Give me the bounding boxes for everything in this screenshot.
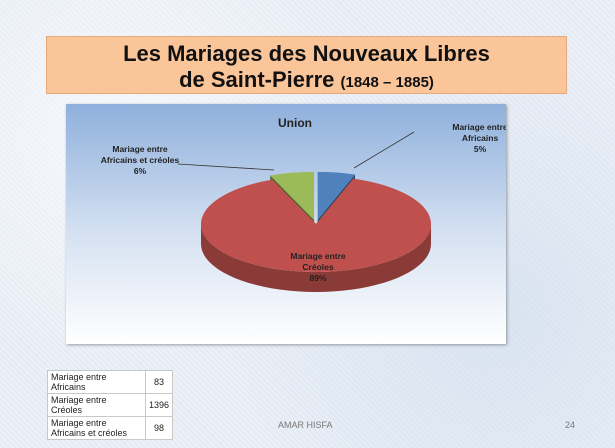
slice-label-2-line3: 6% <box>134 166 147 176</box>
slice-label-2-line2: Africains et créoles <box>101 155 180 165</box>
slice-label-1-line2: Créoles <box>302 262 333 272</box>
table-row-label-line1: Mariage entre <box>51 372 107 382</box>
pie-chart-frame: Union Mariage entre Africains 5% Mariage en… <box>66 104 506 344</box>
slice-label-0-line3: 5% <box>474 144 487 154</box>
slide-title-years: (1848 – 1885) <box>340 74 434 91</box>
pie-slice-1 <box>201 178 431 292</box>
slide-title-line1: Les Mariages des Nouveaux Libres <box>123 41 490 66</box>
table-row-value: 98 <box>144 416 174 440</box>
table-row: Mariage entre Africains 83 <box>47 370 174 394</box>
pie-slice-side <box>201 224 431 292</box>
table-row-label: Mariage entre Africains <box>47 370 146 394</box>
table-row-label-line2: Créoles <box>51 405 83 415</box>
pie-slice-top <box>201 178 431 272</box>
slice-label-1-line1: Mariage entre <box>290 251 346 261</box>
slide-title-place: de Saint-Pierre <box>179 67 335 92</box>
slide-title-line2: de Saint-Pierre (1848 – 1885) <box>47 67 566 96</box>
chart-title: Union <box>278 116 312 130</box>
slice-label-1-line3: 89% <box>309 273 326 283</box>
table-row-label-line1: Mariage entre <box>51 418 107 428</box>
page-number: 24 <box>565 420 576 430</box>
table-row-label-line2: Africains et créoles <box>51 428 128 438</box>
table-row-label: Mariage entre Africains et créoles <box>47 416 146 440</box>
leader-line-2 <box>177 163 275 171</box>
slide-title-box: Les Mariages des Nouveaux Libres de Sain… <box>46 36 567 94</box>
table-row-label: Mariage entre Créoles <box>47 393 146 417</box>
table-row-value: 1396 <box>144 393 174 417</box>
footer-author: AMAR HISFA <box>278 420 333 430</box>
table-row: Mariage entre Africains et créoles 98 <box>47 416 174 440</box>
leader-line-0 <box>353 131 415 169</box>
slice-label-0-line1: Mariage entre <box>452 122 506 132</box>
table-row-label-line1: Mariage entre <box>51 395 107 405</box>
table-row: Mariage entre Créoles 1396 <box>47 393 174 417</box>
slice-label-2-line1: Mariage entre <box>112 144 168 154</box>
slice-label-0-line2: Africains <box>462 133 499 143</box>
pie-slice-top <box>317 171 355 220</box>
data-table: Mariage entre Africains 83 Mariage entre Cré… <box>47 370 174 440</box>
pie-slice-top <box>270 171 315 220</box>
table-row-value: 83 <box>144 370 174 394</box>
table-row-label-line2: Africains <box>51 382 86 392</box>
